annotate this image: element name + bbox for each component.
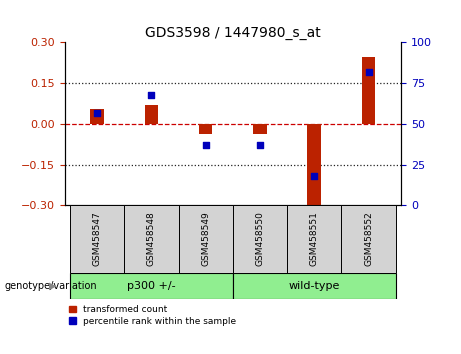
Text: wild-type: wild-type bbox=[289, 281, 340, 291]
Point bbox=[311, 173, 318, 179]
Bar bbox=[90, 109, 104, 124]
Text: genotype/variation: genotype/variation bbox=[5, 281, 97, 291]
Title: GDS3598 / 1447980_s_at: GDS3598 / 1447980_s_at bbox=[145, 26, 321, 40]
Text: GSM458547: GSM458547 bbox=[93, 212, 101, 266]
Text: GSM458552: GSM458552 bbox=[364, 212, 373, 266]
Bar bbox=[287, 205, 341, 273]
Bar bbox=[233, 273, 396, 299]
Bar bbox=[253, 124, 267, 134]
Point bbox=[365, 69, 372, 75]
Bar bbox=[199, 124, 213, 134]
Text: GSM458548: GSM458548 bbox=[147, 212, 156, 266]
Text: GSM458550: GSM458550 bbox=[255, 211, 265, 267]
Legend: transformed count, percentile rank within the sample: transformed count, percentile rank withi… bbox=[69, 306, 236, 326]
Bar bbox=[124, 205, 178, 273]
Bar bbox=[307, 124, 321, 207]
Text: GSM458549: GSM458549 bbox=[201, 212, 210, 266]
Point bbox=[256, 142, 264, 148]
Point bbox=[202, 142, 209, 148]
Bar bbox=[233, 205, 287, 273]
Bar bbox=[70, 273, 233, 299]
Text: p300 +/-: p300 +/- bbox=[127, 281, 176, 291]
Text: ▶: ▶ bbox=[49, 281, 57, 291]
Bar bbox=[362, 57, 375, 124]
Text: GSM458551: GSM458551 bbox=[310, 211, 319, 267]
Point bbox=[94, 110, 101, 115]
Bar bbox=[341, 205, 396, 273]
Bar bbox=[145, 105, 158, 124]
Bar bbox=[178, 205, 233, 273]
Bar bbox=[70, 205, 124, 273]
Point bbox=[148, 92, 155, 97]
